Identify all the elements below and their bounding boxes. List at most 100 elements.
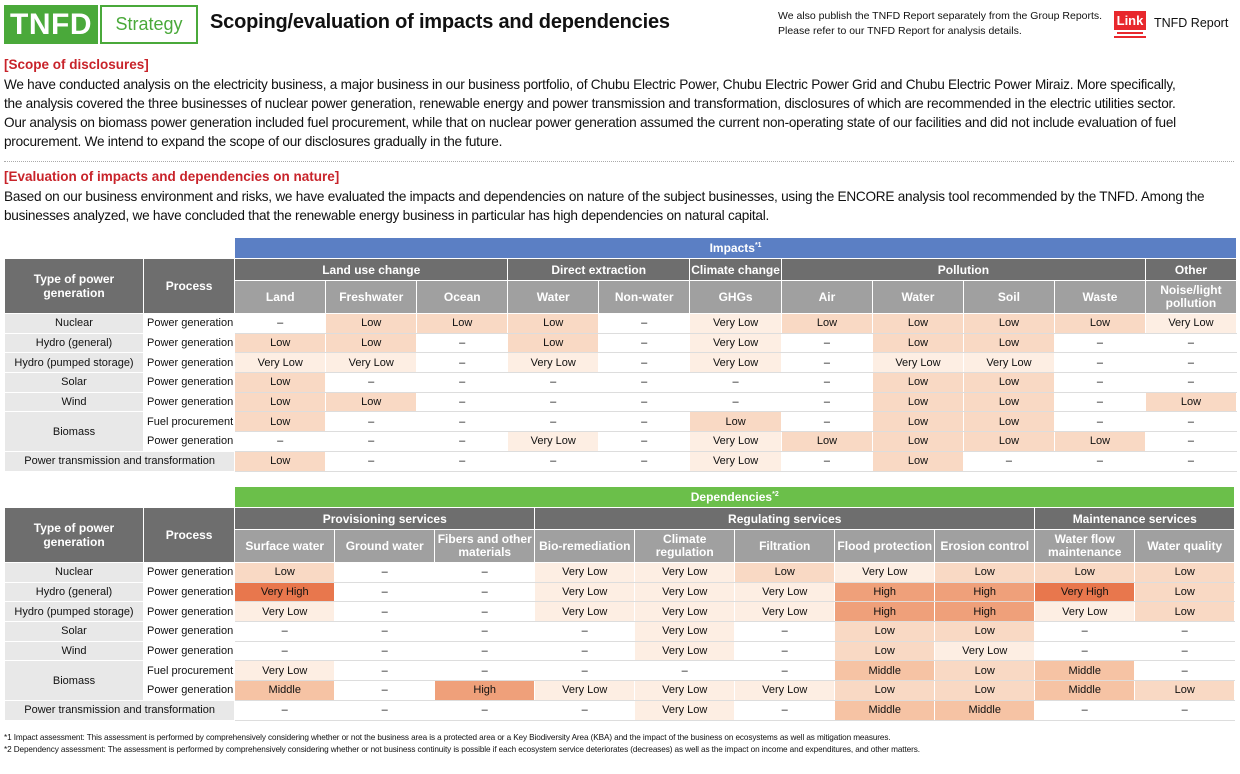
table-row: Biomass Fuel procurement Very Low – – – – – Midd… [4, 660, 1236, 701]
level-cell: Very Low [634, 640, 736, 662]
table-row: Solar Power generation Low – – – – – – Low Low – – [4, 372, 1237, 393]
row-process-label: Power generation [142, 313, 236, 334]
paragraph-line: businesses analyzed, we have concluded t… [4, 208, 770, 223]
level-cell: – [1144, 332, 1237, 354]
level-cell: Very Low [534, 562, 636, 583]
caption-note: *2 [772, 491, 779, 498]
caption-text: Impacts [709, 241, 755, 255]
level-cell: – [234, 699, 336, 721]
row-process-label: Power generation [142, 352, 236, 374]
row-type-label: Biomass [4, 411, 144, 452]
level-cell: – [416, 372, 509, 393]
level-cell: Low [962, 372, 1055, 393]
row-type-label: Wind [4, 391, 144, 413]
level-cell: – [734, 699, 836, 721]
level-cell: Low [416, 313, 509, 334]
row-type-label: Power transmission and transformation [3, 450, 236, 472]
level-cell: Low [689, 411, 782, 433]
level-cell: Low [834, 680, 936, 701]
table-row: Nuclear Power generation Low – – Very Low Very… [4, 562, 1236, 583]
caption-note: *1 [754, 242, 762, 249]
group-header: Direct extraction [507, 258, 691, 281]
subcolumn-header: Water flow maintenance [1034, 529, 1136, 563]
level-cell: Low [325, 391, 418, 413]
page-header: TNFD Strategy Scoping/evaluation of impa… [4, 5, 1238, 45]
tnfd-report-link[interactable]: TNFD Report [1154, 16, 1229, 30]
table-row: Hydro (general) Power generation Low Low – Lo… [4, 332, 1237, 354]
col-header-process: Process [142, 507, 236, 563]
level-cell: Very Low [734, 601, 836, 623]
level-cell: – [598, 391, 691, 413]
row-type-label: Nuclear [4, 562, 144, 583]
level-cell: – [416, 431, 509, 452]
footnote: *1 Impact assessment: This assessment is… [4, 733, 891, 742]
link-icon[interactable]: Link [1114, 11, 1146, 39]
level-cell: – [234, 431, 327, 452]
table-row: Hydro (general) Power generation Very High… [4, 581, 1236, 603]
col-header-type: Type of power generation [4, 258, 144, 314]
row-process-label: Power generation [142, 562, 236, 583]
level-cell: Very Low [234, 601, 336, 623]
level-cell: – [1134, 660, 1236, 682]
section-badge: Strategy [100, 5, 198, 44]
level-cell: – [1144, 411, 1237, 433]
level-cell: Low [834, 621, 936, 642]
evaluation-heading: [Evaluation of impacts and dependencies … [4, 169, 340, 184]
page-title: Scoping/evaluation of impacts and depend… [210, 11, 670, 33]
level-cell: Low [962, 332, 1055, 354]
publication-note-line: Please refer to our TNFD Report for anal… [778, 25, 1022, 37]
table-row: Power transmission and transformation – – –… [3, 699, 1236, 721]
table-row: Biomass Fuel procurement Low – – – – Low – Low Low… [4, 411, 1237, 452]
level-cell: – [416, 391, 509, 413]
level-cell: – [734, 621, 836, 642]
level-cell: – [634, 660, 736, 682]
level-cell: – [1144, 450, 1237, 472]
level-cell: – [234, 621, 336, 642]
level-cell: – [234, 640, 336, 662]
subcolumn-header: Freshwater [325, 280, 418, 314]
subcolumn-header: Soil [962, 280, 1055, 314]
level-cell: Low [871, 372, 964, 393]
col-header-process: Process [142, 258, 236, 314]
level-cell: – [434, 621, 536, 642]
subcolumn-header: Ocean [416, 280, 509, 314]
level-cell: – [1053, 372, 1146, 393]
level-cell: Low [507, 313, 600, 334]
level-cell: – [1134, 621, 1236, 642]
level-cell: High [434, 680, 536, 701]
divider [4, 161, 1234, 162]
group-header: Climate change [689, 258, 782, 281]
level-cell: Low [234, 411, 327, 433]
level-cell: Low [1034, 562, 1136, 583]
level-cell: – [434, 640, 536, 662]
level-cell: Very Low [871, 352, 964, 374]
level-cell: – [734, 660, 836, 682]
level-cell: – [1144, 352, 1237, 374]
row-type-label: Hydro (general) [4, 581, 144, 603]
laptop-base-icon [1117, 32, 1143, 34]
level-cell: Low [1134, 562, 1236, 583]
impacts-table: Impacts*1 Type of power generation Proce… [3, 237, 1237, 472]
paragraph-line: Our analysis on biomass power generation… [4, 115, 1176, 130]
level-cell: Very High [1034, 581, 1136, 603]
group-header: Land use change [234, 258, 509, 281]
publication-note-line: We also publish the TNFD Report separate… [778, 10, 1103, 22]
level-cell: Very Low [634, 581, 736, 603]
level-cell: Low [1144, 391, 1237, 413]
level-cell: – [534, 699, 636, 721]
subcolumn-header: Noise/light pollution [1144, 280, 1237, 314]
level-cell: – [334, 601, 436, 623]
row-process-label: Power generation [142, 372, 236, 393]
group-header: Pollution [780, 258, 1146, 281]
level-cell: – [534, 640, 636, 662]
level-cell: Low [871, 411, 964, 433]
level-cell: – [1134, 640, 1236, 662]
table-row: Power generation Middle – High Very Low Very … [5, 680, 1236, 701]
table-row: Power generation – – – Very Low – Very Low Low L… [5, 431, 1237, 452]
publication-note: We also publish the TNFD Report separate… [778, 9, 1102, 39]
level-cell: Low [507, 332, 600, 354]
subcolumn-header: Air [780, 280, 873, 314]
level-cell: Low [734, 562, 836, 583]
level-cell: Middle [834, 699, 936, 721]
level-cell: – [962, 450, 1055, 472]
